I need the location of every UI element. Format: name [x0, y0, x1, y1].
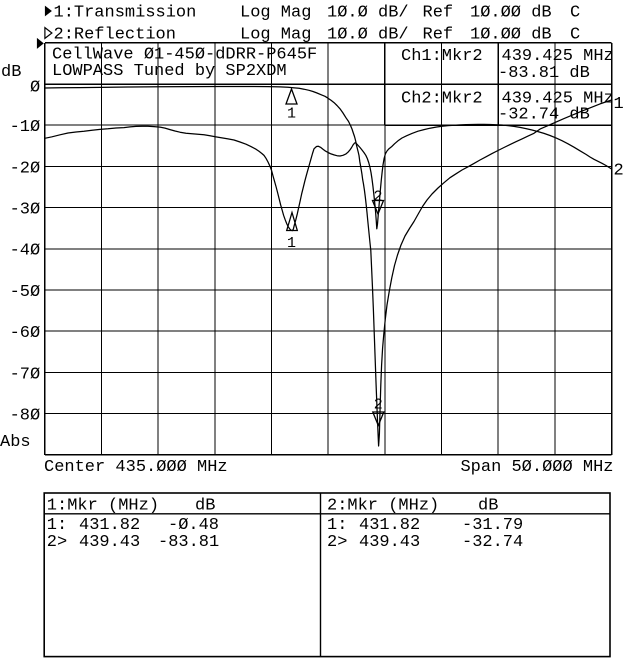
svg-text:Ch1:Mkr2: Ch1:Mkr2 — [401, 47, 483, 66]
svg-text:Log Mag: Log Mag — [240, 3, 311, 22]
svg-text:Ref: Ref — [423, 3, 454, 22]
svg-text:2:Mkr (MHz): 2:Mkr (MHz) — [327, 496, 439, 515]
svg-text:2: 2 — [614, 162, 624, 181]
svg-text:Center 435.ØØØ MHz: Center 435.ØØØ MHz — [44, 458, 228, 477]
svg-text:1: 1 — [287, 235, 296, 252]
svg-text:2>: 2> — [327, 533, 347, 552]
svg-text:439.43: 439.43 — [359, 533, 420, 552]
svg-text:1Ø.Ø dB/: 1Ø.Ø dB/ — [327, 25, 409, 44]
svg-text:CellWave Ø1-45Ø-dDRR-P645F: CellWave Ø1-45Ø-dDRR-P645F — [52, 45, 317, 64]
svg-text:-83.81: -83.81 — [158, 533, 219, 552]
svg-text:2: 2 — [373, 189, 382, 206]
svg-text:-3Ø: -3Ø — [10, 201, 41, 220]
svg-text:-5Ø: -5Ø — [10, 283, 41, 302]
svg-text:LOWPASS Tuned by SP2XDM: LOWPASS Tuned by SP2XDM — [52, 62, 287, 81]
svg-text:-1Ø: -1Ø — [10, 118, 41, 137]
svg-text:-31.79: -31.79 — [462, 516, 523, 535]
svg-text:Ch2:Mkr2: Ch2:Mkr2 — [401, 90, 483, 109]
svg-text:-6Ø: -6Ø — [10, 324, 41, 343]
svg-text:1:Transmission: 1:Transmission — [54, 3, 197, 22]
svg-text:Abs: Abs — [0, 433, 31, 452]
svg-text:Log Mag: Log Mag — [240, 25, 311, 44]
svg-text:2>: 2> — [47, 533, 67, 552]
svg-text:-8Ø: -8Ø — [10, 407, 41, 426]
svg-text:Ref: Ref — [423, 25, 454, 44]
svg-text:2: 2 — [374, 396, 383, 413]
svg-text:1Ø.Ø dB/: 1Ø.Ø dB/ — [327, 3, 409, 22]
svg-text:Ø: Ø — [30, 78, 40, 97]
svg-text:439.425 MHz: 439.425 MHz — [502, 47, 614, 66]
svg-text:439.425 MHz: 439.425 MHz — [502, 90, 614, 109]
svg-text:dB: dB — [478, 496, 498, 515]
svg-text:431.82: 431.82 — [359, 516, 420, 535]
svg-text:1: 1 — [614, 95, 624, 114]
svg-text:1Ø.ØØ dB: 1Ø.ØØ dB — [470, 3, 552, 22]
svg-text:1:Mkr (MHz): 1:Mkr (MHz) — [47, 496, 159, 515]
svg-text:dB: dB — [1, 63, 21, 82]
svg-text:431.82: 431.82 — [79, 516, 140, 535]
svg-text:dB: dB — [195, 496, 215, 515]
svg-text:1: 1 — [287, 106, 296, 123]
svg-text:-Ø.48: -Ø.48 — [168, 516, 219, 535]
svg-text:Span 5Ø.ØØØ MHz: Span 5Ø.ØØØ MHz — [460, 458, 613, 477]
svg-text:-2Ø: -2Ø — [10, 159, 41, 178]
svg-text:1:: 1: — [47, 516, 67, 535]
svg-text:-7Ø: -7Ø — [10, 365, 41, 384]
svg-text:439.43: 439.43 — [79, 533, 140, 552]
svg-text:-32.74: -32.74 — [462, 533, 523, 552]
svg-text:-83.81 dB: -83.81 dB — [498, 64, 590, 83]
svg-text:C: C — [570, 3, 580, 22]
svg-text:-4Ø: -4Ø — [10, 242, 41, 261]
svg-text:1:: 1: — [327, 516, 347, 535]
svg-text:1Ø.ØØ dB: 1Ø.ØØ dB — [470, 25, 552, 44]
svg-text:-32.74 dB: -32.74 dB — [498, 105, 590, 124]
svg-text:C: C — [570, 25, 580, 44]
svg-text:2:Reflection: 2:Reflection — [54, 25, 176, 44]
